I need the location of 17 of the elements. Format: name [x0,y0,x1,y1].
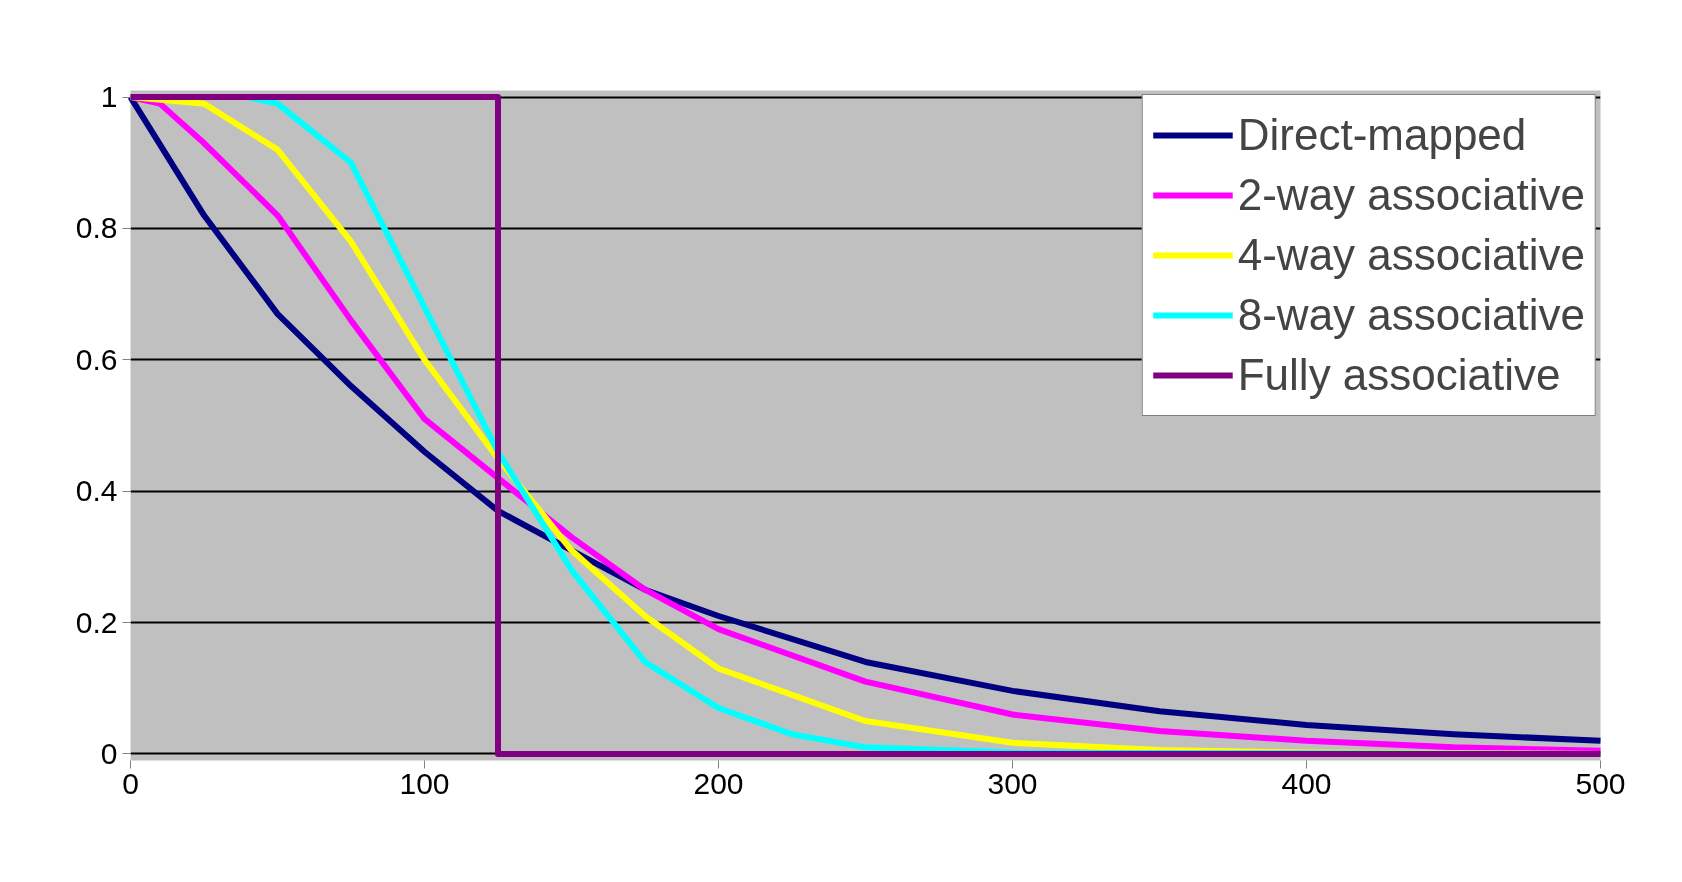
x-tick-label: 100 [399,766,450,800]
x-tick-label: 0 [122,766,139,800]
y-tick-label: 0.4 [75,474,118,508]
x-tick-label: 500 [1575,766,1626,800]
x-tick-label: 400 [1281,766,1332,800]
y-tick-label: 1 [100,80,118,114]
x-tick-label: 200 [693,766,744,800]
x-tick-label: 300 [987,766,1038,800]
legend-label: 4-way associative [1237,229,1585,281]
y-tick-label: 0.2 [75,605,118,639]
legend-label: 2-way associative [1237,169,1585,221]
legend-label: 8-way associative [1237,289,1585,341]
y-tick-label: 0.6 [75,342,118,376]
legend-label: Fully associative [1237,349,1561,401]
legend-label: Direct-mapped [1237,109,1527,161]
y-tick-label: 0.8 [75,211,118,245]
y-tick-label: 0 [100,736,118,770]
